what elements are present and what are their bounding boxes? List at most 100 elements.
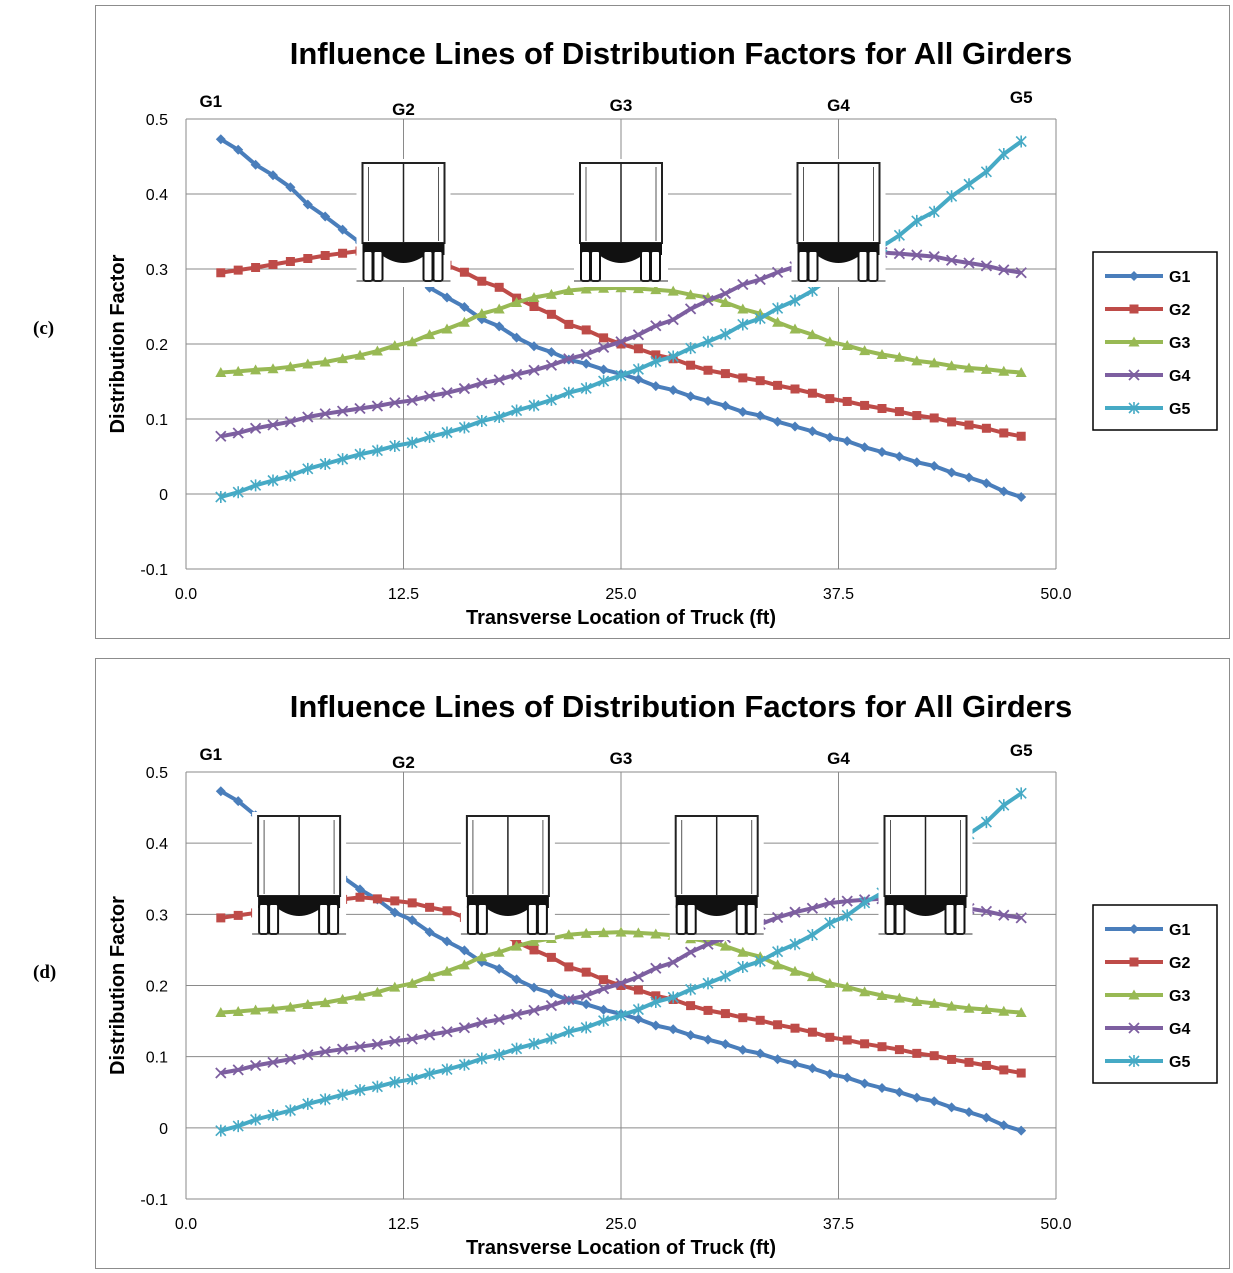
data-point-g2	[807, 1027, 817, 1037]
y-tick-label: 0.2	[146, 979, 168, 996]
data-point-g2	[390, 896, 400, 906]
data-point-g2	[929, 413, 939, 423]
data-point-g4	[650, 320, 662, 332]
data-point-g3	[284, 361, 296, 372]
data-point-g1	[824, 1069, 835, 1080]
truck-wheel	[954, 903, 966, 935]
data-point-g5	[963, 178, 975, 191]
legend-label-g4: G4	[1169, 1021, 1190, 1038]
legend-label-g5: G5	[1169, 401, 1190, 418]
truck-wheel	[884, 903, 896, 935]
data-point-g3	[737, 303, 749, 314]
data-point-g4	[423, 390, 436, 402]
data-point-g4	[249, 1059, 262, 1072]
data-point-g1	[998, 486, 1009, 497]
legend-swatch-marker	[1129, 304, 1139, 314]
data-point-g1	[320, 211, 331, 222]
data-point-g3	[511, 940, 523, 951]
data-point-g2	[633, 985, 643, 995]
data-point-g2	[860, 400, 870, 410]
y-tick-label: 0.3	[146, 262, 168, 279]
data-point-g2	[720, 1009, 730, 1019]
truck-wheel	[857, 250, 869, 282]
truck-wheel	[362, 250, 374, 282]
x-tick-label: 25.0	[605, 586, 636, 603]
data-point-g5	[476, 1052, 488, 1065]
data-point-g3	[615, 926, 627, 937]
data-point-g5	[911, 214, 923, 227]
data-point-g1	[268, 170, 278, 181]
data-point-g2	[999, 428, 1009, 438]
data-point-g4	[319, 408, 331, 420]
chart-legend: G1 G2 G3 G4 G5	[1092, 904, 1218, 1084]
data-point-g5	[685, 983, 697, 996]
data-point-g2	[581, 967, 591, 977]
data-point-g5	[424, 430, 436, 443]
data-point-g3	[302, 998, 314, 1009]
data-point-g5	[998, 147, 1010, 160]
chart-svg-c: Influence Lines of Distribution Factors …	[107, 36, 1218, 629]
data-point-g3	[337, 353, 349, 364]
legend-swatch-marker	[1128, 1022, 1140, 1034]
data-point-g5	[476, 414, 488, 427]
legend-swatch-marker	[1128, 989, 1140, 1000]
data-point-g1	[233, 144, 244, 155]
data-point-g4	[493, 1013, 505, 1026]
data-point-g3	[824, 977, 836, 988]
data-point-g4	[980, 905, 993, 917]
data-point-g3	[893, 992, 905, 1003]
data-point-g3	[963, 1002, 975, 1013]
data-point-g5	[458, 1058, 470, 1071]
data-point-g4	[249, 422, 262, 434]
y-tick-label: 0	[159, 487, 168, 504]
data-point-g2	[651, 350, 661, 360]
data-point-g5	[946, 190, 958, 203]
data-point-g5	[737, 960, 749, 973]
data-point-g2	[442, 906, 452, 916]
data-point-g4	[284, 1053, 297, 1065]
data-point-g4	[597, 983, 610, 995]
data-point-g4	[284, 416, 297, 428]
data-point-g1	[581, 999, 592, 1010]
data-point-g5	[371, 444, 383, 457]
data-point-g4	[632, 971, 645, 983]
data-point-g3	[998, 1005, 1010, 1016]
data-point-g5	[598, 1014, 610, 1027]
data-point-g3	[267, 363, 279, 374]
data-point-g2	[703, 1005, 713, 1015]
data-point-g5	[598, 375, 610, 388]
data-point-g5	[215, 491, 227, 503]
data-point-g4	[684, 946, 697, 958]
data-point-g3	[319, 997, 331, 1008]
data-point-g3	[737, 946, 749, 957]
data-point-g1	[772, 1054, 783, 1065]
data-point-g5	[511, 404, 523, 417]
data-point-g4	[545, 359, 558, 371]
legend-swatch-marker	[1128, 1055, 1140, 1067]
data-point-g2	[564, 962, 574, 972]
data-point-g3	[963, 362, 975, 373]
data-point-g3	[980, 363, 992, 374]
data-point-g3	[545, 288, 557, 299]
x-tick-label: 37.5	[823, 1216, 854, 1233]
truck-axle	[903, 908, 948, 916]
data-point-g5	[371, 1080, 383, 1093]
data-point-g4	[389, 397, 401, 409]
truck-axle	[599, 255, 643, 263]
data-point-g3	[998, 365, 1010, 376]
data-point-g4	[302, 411, 314, 423]
legend-swatch-marker	[1129, 957, 1139, 967]
data-point-g3	[458, 316, 470, 327]
data-point-g2	[233, 265, 243, 275]
data-point-g2	[338, 248, 348, 258]
y-tick-label: 0.1	[146, 1050, 168, 1067]
data-point-g4	[632, 329, 645, 341]
data-point-g5	[824, 916, 836, 929]
truck-axle	[816, 255, 861, 263]
data-point-g3	[719, 940, 731, 951]
data-point-g1	[911, 1092, 922, 1103]
data-point-g4	[336, 405, 349, 417]
data-point-g1	[755, 410, 766, 421]
legend-label-g2: G2	[1169, 955, 1190, 972]
data-point-g5	[702, 977, 714, 990]
